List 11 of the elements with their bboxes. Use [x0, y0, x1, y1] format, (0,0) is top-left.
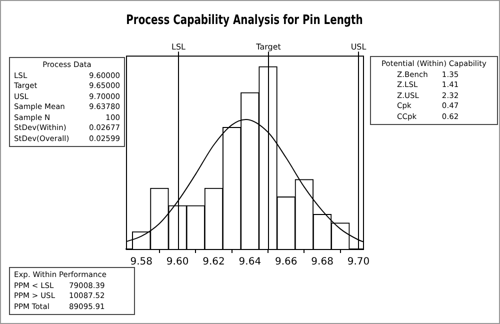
x-tick-label: 9.58 [130, 256, 153, 268]
x-tick-label: 9.66 [274, 256, 298, 268]
x-tick-label: 9.70 [347, 256, 370, 268]
ref-line-label: LSL [172, 42, 186, 52]
x-tick-label: 9.62 [202, 256, 225, 268]
x-tick-label: 9.64 [238, 256, 262, 268]
ref-line-label: USL [350, 42, 367, 52]
x-tick-label: 9.60 [166, 256, 189, 268]
x-tick-label: 9.68 [311, 256, 334, 268]
ref-line-label: Target [255, 42, 281, 52]
chart-title: Process Capability Analysis for Pin Length [126, 12, 363, 28]
